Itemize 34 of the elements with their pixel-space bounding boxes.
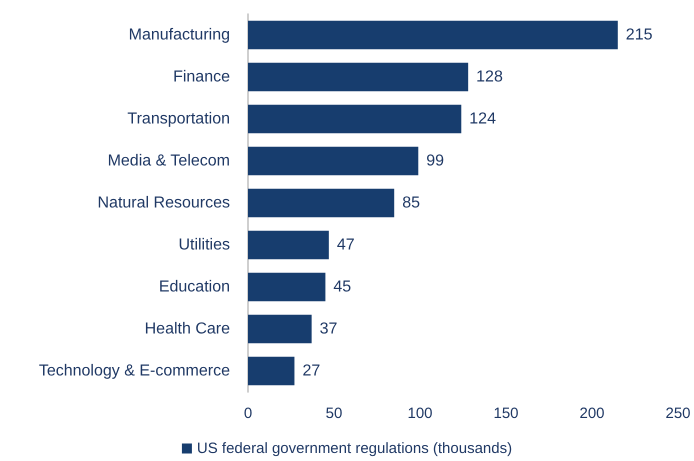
y-tick-label: Transportation (127, 110, 230, 128)
x-tick-label: 100 (407, 405, 433, 422)
y-tick-label: Finance (173, 68, 230, 86)
bar (248, 62, 468, 92)
x-tick-label: 250 (665, 405, 691, 422)
bar (248, 230, 329, 260)
x-tick-label: 150 (493, 405, 519, 422)
data-label: 124 (469, 110, 496, 128)
bar (248, 20, 618, 50)
x-tick-label: 50 (326, 405, 342, 422)
y-tick-label: Media & Telecom (108, 152, 230, 170)
bar (248, 272, 326, 302)
data-label: 37 (320, 320, 338, 338)
y-tick-label: Natural Resources (98, 194, 230, 212)
y-tick-label: Education (158, 278, 230, 296)
x-tick-label: 0 (244, 405, 252, 422)
x-tick-label: 200 (579, 405, 605, 422)
data-label: 27 (302, 362, 320, 380)
data-label: 47 (336, 236, 355, 254)
y-tick-label: Manufacturing (128, 26, 230, 44)
data-label: 85 (402, 194, 420, 212)
bar (248, 314, 312, 344)
y-tick-label: Technology & E-commerce (38, 362, 230, 380)
y-tick-label: Utilities (178, 236, 230, 254)
data-label: 215 (626, 26, 653, 44)
data-label: 128 (476, 68, 503, 86)
bar (248, 188, 394, 218)
legend-label: US federal government regulations (thousands) (196, 440, 512, 457)
bar (248, 356, 294, 386)
y-tick-label: Health Care (144, 320, 230, 338)
bar (248, 104, 462, 134)
data-label: 99 (426, 152, 444, 170)
bar (248, 146, 418, 176)
data-label: 45 (333, 278, 352, 296)
